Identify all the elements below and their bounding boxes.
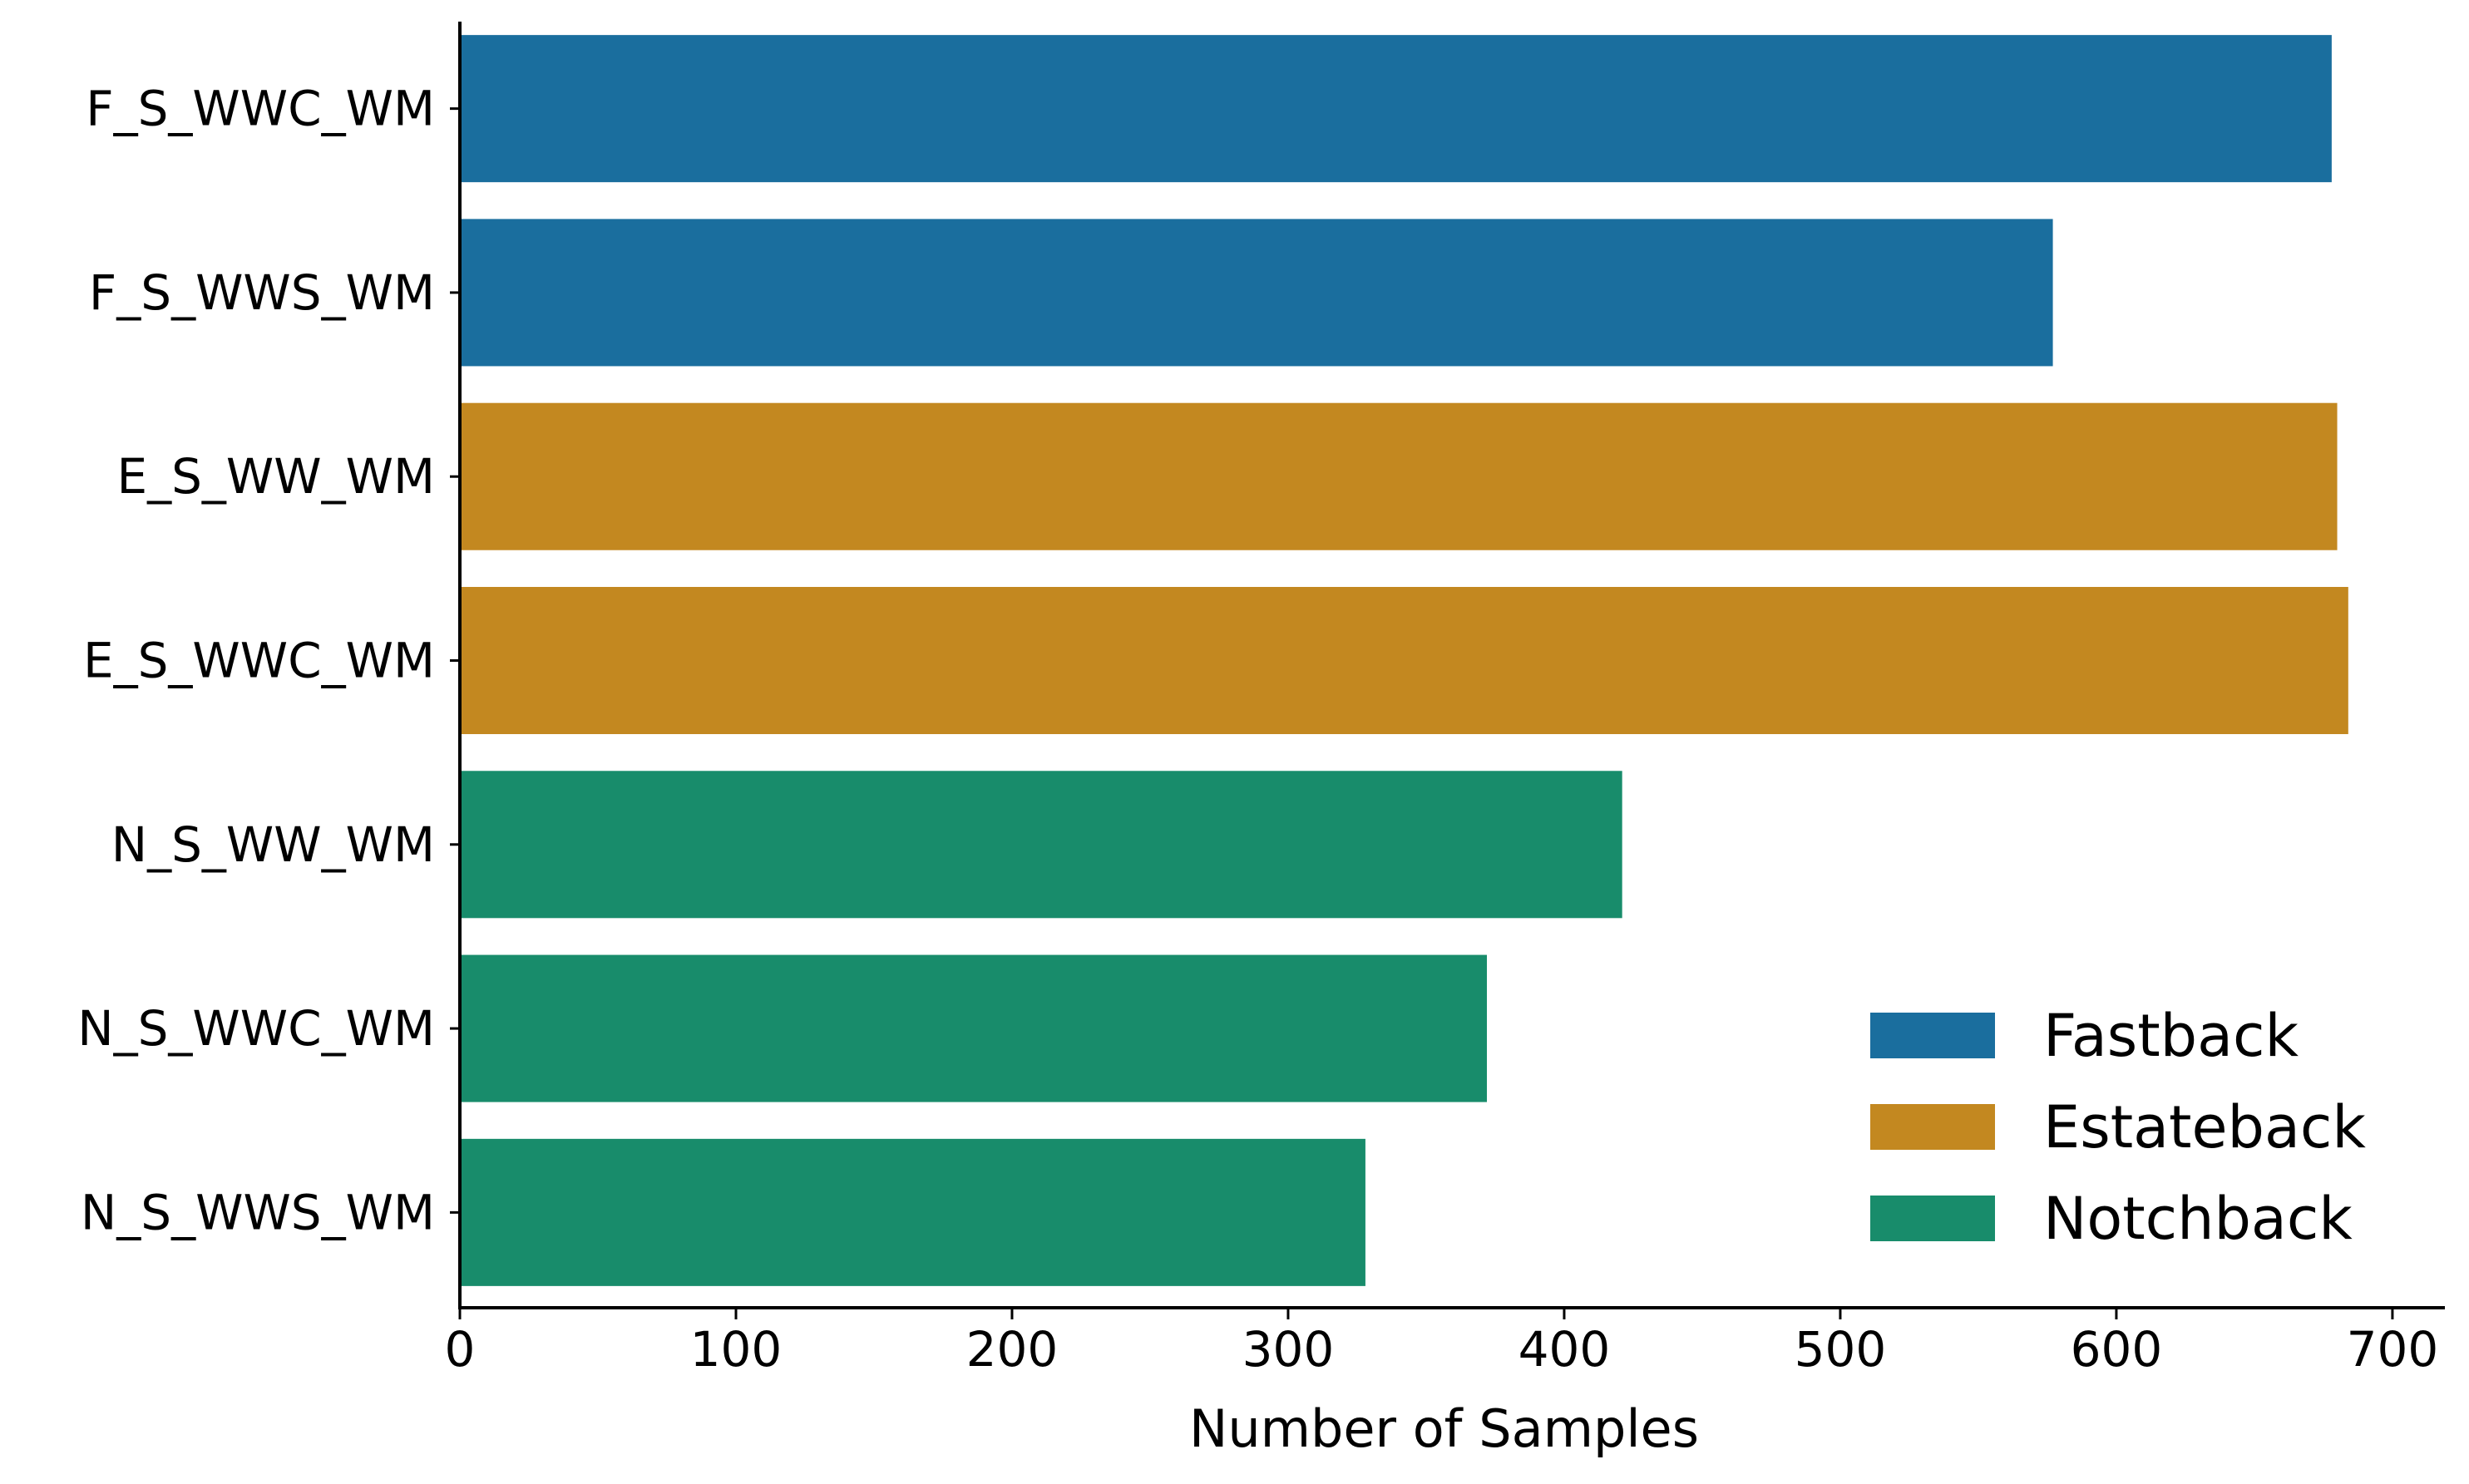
bar-n-s-ww-wm [460,771,1622,919]
y-tick-labels: F_S_WWC_WM F_S_WWS_WM E_S_WW_WM E_S_WWC_WM N… [77,81,460,1240]
x-tick-label-400: 400 [1518,1321,1611,1378]
x-axis-title: Number of Samples [1189,1398,1699,1459]
x-tick-label-0: 0 [445,1321,476,1378]
x-tick-label-100: 100 [690,1321,783,1378]
legend-label-estateback: Estateback [2043,1093,2366,1161]
bar-f-s-wws-wm [460,219,2053,367]
legend-label-fastback: Fastback [2043,1002,2299,1070]
y-tick-label-e-s-ww-wm: E_S_WW_WM [116,448,435,505]
axes-layer [458,22,2445,1309]
bar-f-s-wwc-wm [460,35,2332,183]
x-tick-label-300: 300 [1242,1321,1335,1378]
x-tick-label-200: 200 [966,1321,1059,1378]
x-tick-label-600: 600 [2071,1321,2163,1378]
legend-label-notchback: Notchback [2043,1185,2353,1253]
legend-swatch-estateback [1870,1104,1995,1150]
y-tick-label-e-s-wwc-wm: E_S_WWC_WM [83,633,435,689]
y-tick-label-n-s-ww-wm: N_S_WW_WM [111,816,435,873]
y-tick-label-n-s-wwc-wm: N_S_WWC_WM [77,1000,435,1057]
legend-swatch-notchback [1870,1196,1995,1241]
bar-e-s-ww-wm [460,402,2338,550]
y-tick-label-f-s-wwc-wm: F_S_WWC_WM [86,81,435,137]
bar-n-s-wws-wm [460,1138,1365,1286]
x-tick-labels: 0 100 200 300 400 500 600 700 [445,1308,2439,1378]
y-tick-label-n-s-wws-wm: N_S_WWS_WM [81,1184,435,1240]
bars-layer [460,35,2348,1286]
x-tick-label-500: 500 [1795,1321,1887,1378]
legend-swatch-fastback [1870,1013,1995,1058]
y-tick-label-f-s-wws-wm: F_S_WWS_WM [89,264,435,321]
legend: Fastback Estateback Notchback [1870,1002,2366,1253]
bar-e-s-wwc-wm [460,586,2348,735]
x-tick-label-700: 700 [2347,1321,2439,1378]
bar-n-s-wwc-wm [460,954,1487,1102]
